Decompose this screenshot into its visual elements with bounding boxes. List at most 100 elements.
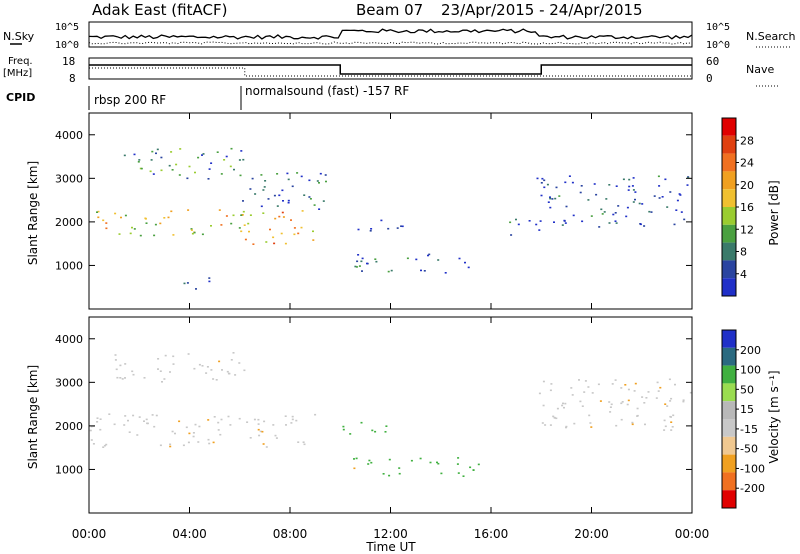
velocity-cell — [587, 386, 590, 388]
velocity-cell — [615, 424, 618, 427]
velocity-cell — [192, 435, 195, 438]
power-yaxis: 4000 3000 2000 1000 — [55, 129, 692, 272]
power-cell — [357, 254, 360, 256]
velocity-cell — [212, 378, 215, 380]
velocity-cell — [561, 404, 564, 407]
cpid-mode-1: rbsp 200 RF — [94, 93, 166, 107]
velocity-cell — [584, 380, 587, 382]
velocity-cell — [258, 434, 261, 437]
power-cell — [643, 225, 646, 227]
power-cell — [152, 173, 155, 175]
power-cell — [263, 186, 266, 188]
power-cell — [264, 180, 267, 182]
power-cell — [370, 228, 373, 230]
velocity-cell — [157, 358, 160, 360]
velocity-cell — [257, 428, 260, 431]
power-cell — [149, 170, 152, 173]
power-cell — [358, 265, 361, 267]
freq-tick-low: 8 — [69, 72, 76, 85]
velocity-cell — [388, 458, 391, 461]
velocity-cell — [626, 403, 629, 406]
velocity-cell — [188, 432, 191, 435]
velocity-cell — [164, 354, 167, 357]
velocity-cell — [457, 457, 460, 459]
power-cell — [118, 233, 121, 235]
velocity-cell — [469, 466, 472, 469]
velocity-cell — [238, 362, 241, 364]
power-cell — [608, 184, 611, 186]
power-cell — [603, 211, 606, 213]
nsearch-label: N.Search — [746, 30, 796, 43]
power-cell — [564, 181, 567, 184]
power-cbar-swatch — [722, 135, 736, 154]
velocity-cell — [371, 429, 374, 432]
power-cell — [300, 175, 303, 178]
velocity-cell — [620, 418, 623, 421]
power-cell — [191, 232, 194, 235]
power-cell — [129, 232, 132, 235]
velocity-cell — [138, 416, 141, 418]
power-cell — [510, 234, 513, 236]
velocity-cell — [229, 424, 232, 426]
velocity-cbar-label: 200 — [740, 344, 761, 357]
velocity-cell — [124, 415, 127, 417]
power-cell — [208, 280, 211, 283]
power-cell — [400, 225, 403, 227]
power-cell — [242, 200, 244, 202]
power-cell — [172, 234, 175, 236]
power-cell — [170, 151, 173, 153]
power-cell — [687, 176, 690, 179]
velocity-cbar-swatch — [722, 472, 736, 491]
power-cell — [160, 169, 163, 172]
nsky-tick-low: 10^0 — [55, 40, 79, 51]
power-cell — [171, 169, 174, 171]
velocity-cell — [457, 472, 460, 474]
velocity-cell — [121, 378, 124, 380]
velocity-yaxis: 4000 3000 2000 1000 — [55, 333, 692, 476]
power-ytick-label: 1000 — [55, 259, 83, 272]
power-cell — [293, 233, 296, 236]
velocity-cell — [610, 403, 613, 406]
velocity-cell — [143, 420, 145, 422]
power-cell — [538, 229, 541, 231]
velocity-cbar-swatch — [722, 347, 736, 366]
velocity-cell — [238, 417, 241, 420]
time-tick-label: 16:00 — [474, 527, 509, 541]
power-cell — [648, 210, 651, 213]
power-ytick-label: 2000 — [55, 216, 83, 229]
power-cell — [551, 198, 554, 200]
velocity-cell — [208, 442, 211, 445]
power-cell — [154, 223, 157, 226]
velocity-cell — [124, 363, 127, 365]
power-cell — [325, 180, 327, 183]
power-cell — [579, 191, 582, 194]
velocity-cell — [132, 414, 135, 417]
power-cell — [549, 206, 552, 209]
velocity-cbar-swatch — [722, 401, 736, 419]
velocity-cell — [360, 421, 363, 424]
velocity-cell — [647, 391, 650, 393]
power-cell — [124, 214, 127, 217]
power-cell — [140, 167, 143, 170]
velocity-cbar-swatch — [722, 490, 736, 508]
velocity-cell — [215, 379, 218, 381]
power-cell — [179, 148, 182, 150]
power-cell — [571, 181, 574, 184]
velocity-ytick-label: 2000 — [55, 420, 83, 433]
power-cell — [273, 194, 276, 197]
velocity-cell — [440, 472, 443, 475]
velocity-cell — [102, 446, 105, 448]
power-cell — [587, 199, 590, 201]
velocity-cell — [187, 353, 190, 355]
power-cell — [568, 175, 571, 177]
power-cell — [543, 186, 546, 189]
power-cell — [242, 210, 245, 213]
power-cell — [207, 178, 210, 180]
velocity-cell — [664, 425, 667, 428]
power-ytick-label: 4000 — [55, 129, 83, 142]
power-cell — [232, 214, 235, 217]
power-cell — [360, 260, 363, 263]
velocity-cell — [614, 379, 617, 381]
velocity-cell — [92, 443, 95, 445]
power-cell — [356, 260, 359, 263]
